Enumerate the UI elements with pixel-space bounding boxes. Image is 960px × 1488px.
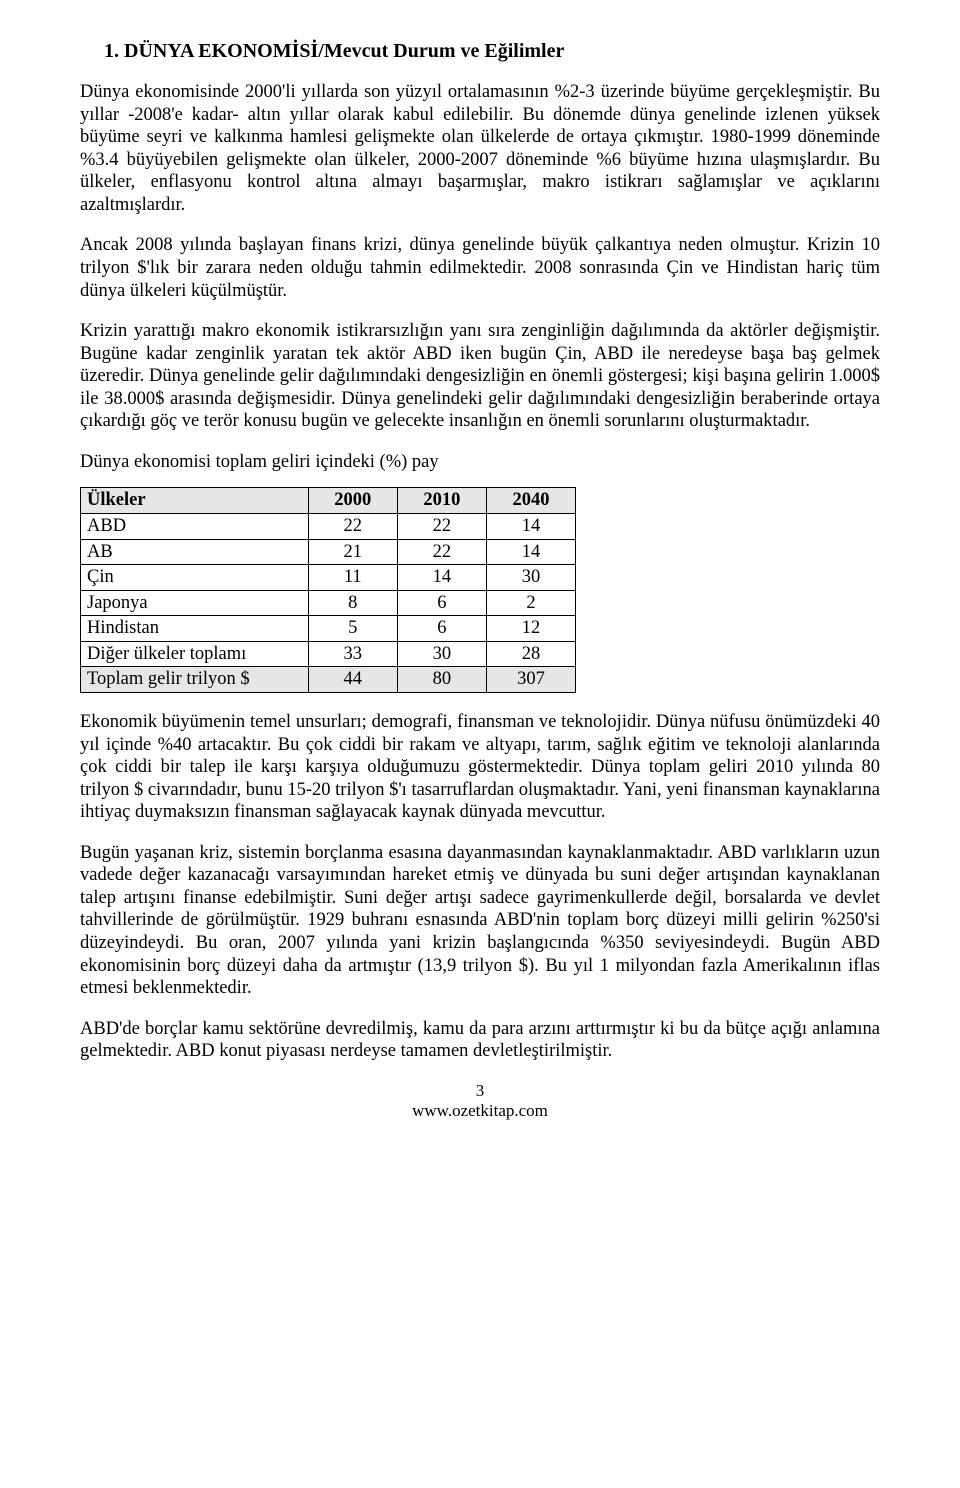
- cell-value: 33: [308, 641, 397, 667]
- table-header-row: Ülkeler 2000 2010 2040: [81, 488, 576, 514]
- cell-value: 8: [308, 590, 397, 616]
- cell-value: 14: [486, 514, 575, 540]
- cell-value: 5: [308, 616, 397, 642]
- cell-country: Japonya: [81, 590, 309, 616]
- table-row: AB 21 22 14: [81, 539, 576, 565]
- cell-value: 80: [397, 667, 486, 693]
- table-row: Çin 11 14 30: [81, 565, 576, 591]
- cell-value: 22: [397, 514, 486, 540]
- paragraph-7: ABD'de borçlar kamu sektörüne devredilmi…: [80, 1018, 880, 1063]
- cell-value: 14: [397, 565, 486, 591]
- header-2040: 2040: [486, 488, 575, 514]
- cell-country: AB: [81, 539, 309, 565]
- table-intro: Dünya ekonomisi toplam geliri içindeki (…: [80, 451, 880, 474]
- paragraph-1: Dünya ekonomisinde 2000'li yıllarda son …: [80, 81, 880, 216]
- cell-value: 2: [486, 590, 575, 616]
- cell-value: 28: [486, 641, 575, 667]
- income-share-table: Ülkeler 2000 2010 2040 ABD 22 22 14 AB 2…: [80, 487, 576, 693]
- cell-value: 6: [397, 616, 486, 642]
- cell-value: 11: [308, 565, 397, 591]
- footer-url: www.ozetkitap.com: [80, 1101, 880, 1121]
- paragraph-6: Bugün yaşanan kriz, sistemin borçlanma e…: [80, 842, 880, 1000]
- table-row: ABD 22 22 14: [81, 514, 576, 540]
- cell-value: 30: [486, 565, 575, 591]
- document-page: 1. DÜNYA EKONOMİSİ/Mevcut Durum ve Eğili…: [0, 0, 960, 1141]
- header-2010: 2010: [397, 488, 486, 514]
- cell-value: 30: [397, 641, 486, 667]
- paragraph-3: Krizin yarattığı makro ekonomik istikrar…: [80, 320, 880, 433]
- header-countries: Ülkeler: [81, 488, 309, 514]
- cell-value: 21: [308, 539, 397, 565]
- table-row: Diğer ülkeler toplamı 33 30 28: [81, 641, 576, 667]
- cell-country: Çin: [81, 565, 309, 591]
- table-row: Hindistan 5 6 12: [81, 616, 576, 642]
- section-heading: 1. DÜNYA EKONOMİSİ/Mevcut Durum ve Eğili…: [80, 40, 880, 63]
- cell-value: 6: [397, 590, 486, 616]
- cell-country: ABD: [81, 514, 309, 540]
- paragraph-5: Ekonomik büyümenin temel unsurları; demo…: [80, 711, 880, 824]
- cell-value: 14: [486, 539, 575, 565]
- cell-country: Diğer ülkeler toplamı: [81, 641, 309, 667]
- cell-value: 22: [397, 539, 486, 565]
- cell-country: Hindistan: [81, 616, 309, 642]
- cell-value: 12: [486, 616, 575, 642]
- cell-country: Toplam gelir trilyon $: [81, 667, 309, 693]
- header-2000: 2000: [308, 488, 397, 514]
- cell-value: 307: [486, 667, 575, 693]
- table-row: Japonya 8 6 2: [81, 590, 576, 616]
- page-footer: 3 www.ozetkitap.com: [80, 1081, 880, 1121]
- cell-value: 44: [308, 667, 397, 693]
- table-row-total: Toplam gelir trilyon $ 44 80 307: [81, 667, 576, 693]
- paragraph-2: Ancak 2008 yılında başlayan finans krizi…: [80, 234, 880, 302]
- page-number: 3: [80, 1081, 880, 1101]
- cell-value: 22: [308, 514, 397, 540]
